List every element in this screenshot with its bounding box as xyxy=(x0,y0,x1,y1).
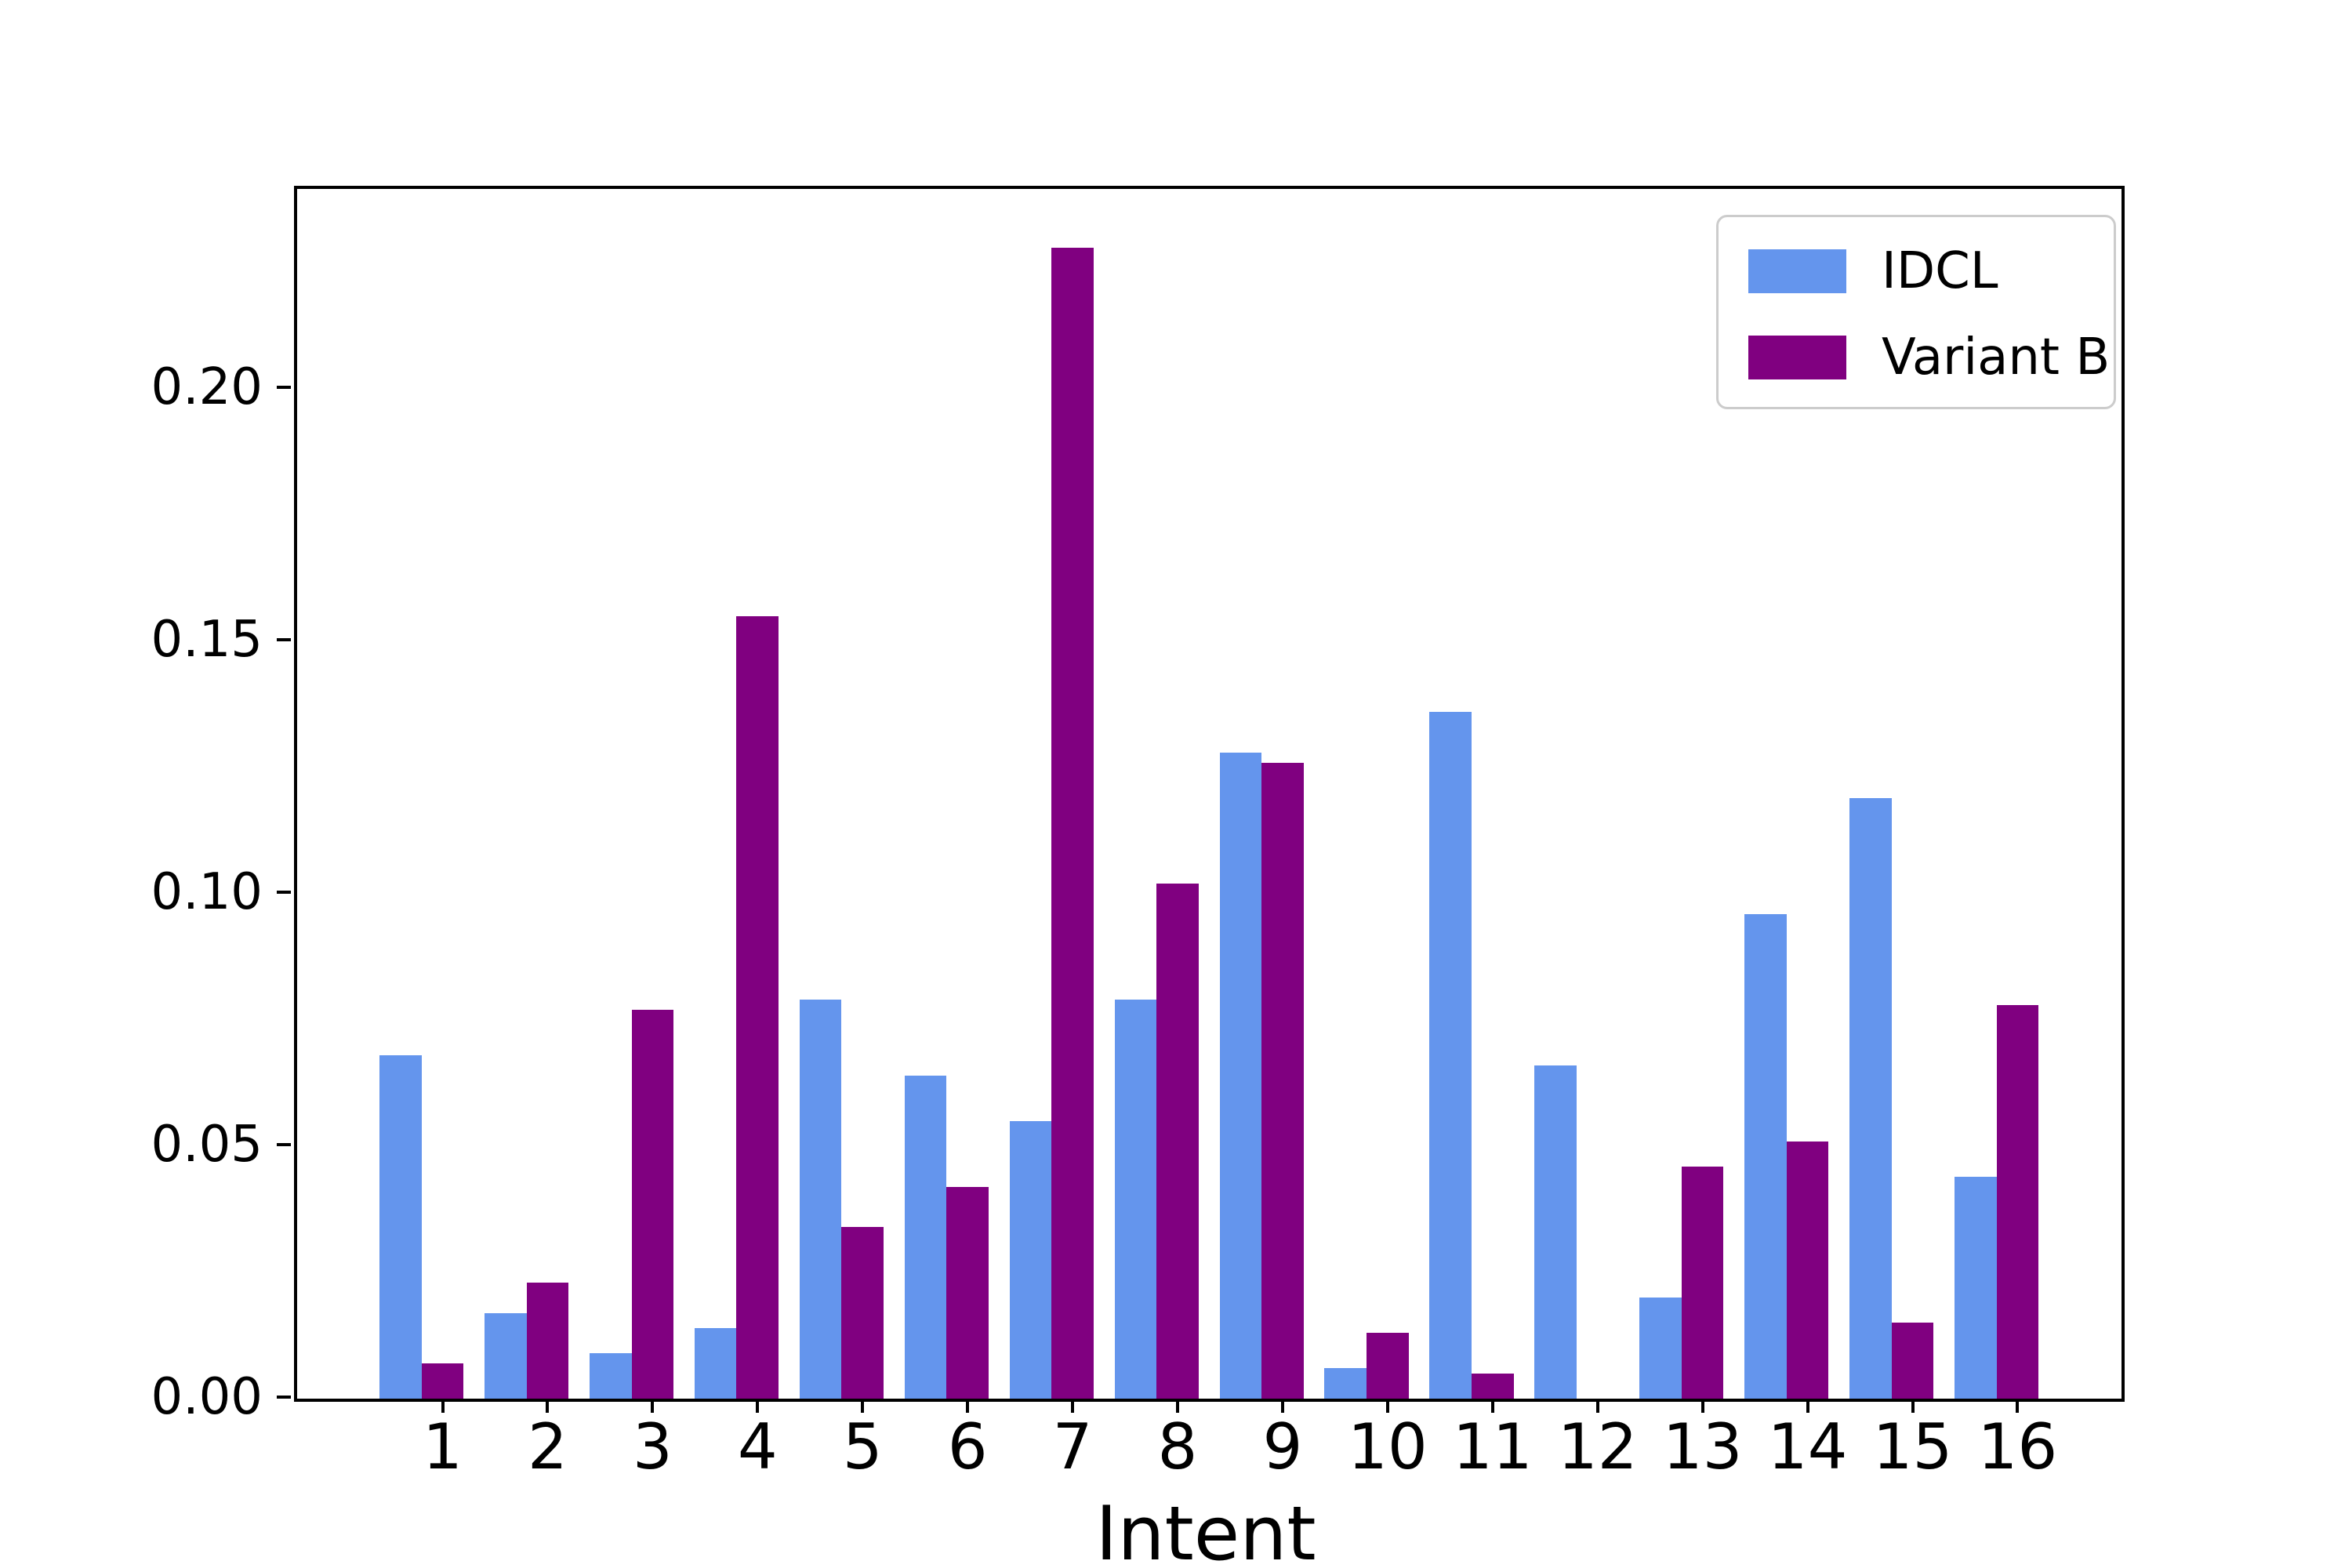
legend-entry-idcl: IDCL xyxy=(1748,242,1998,300)
bar-variant-b-intent-13 xyxy=(1681,1166,1724,1399)
x-tick-mark-14 xyxy=(1806,1399,1809,1413)
bar-variant-b-intent-7 xyxy=(1051,247,1094,1399)
bar-idcl-intent-15 xyxy=(1849,797,1892,1399)
y-tick-label-0.00: 0.00 xyxy=(151,1368,263,1426)
bar-idcl-intent-4 xyxy=(694,1327,737,1399)
x-tick-label-3: 3 xyxy=(632,1410,673,1483)
bar-idcl-intent-7 xyxy=(1009,1120,1052,1399)
legend-entry-variant-b: Variant B xyxy=(1748,328,2110,387)
bar-idcl-intent-5 xyxy=(799,1000,842,1399)
y-tick-mark-0.20 xyxy=(277,386,291,390)
y-tick-label-0.10: 0.10 xyxy=(151,863,263,921)
x-tick-mark-16 xyxy=(2016,1399,2020,1413)
x-tick-mark-9 xyxy=(1280,1399,1284,1413)
bar-idcl-intent-3 xyxy=(589,1353,632,1399)
x-tick-label-11: 11 xyxy=(1452,1410,1533,1483)
bar-variant-b-intent-1 xyxy=(421,1363,464,1399)
bar-variant-b-intent-10 xyxy=(1367,1333,1409,1399)
x-tick-mark-5 xyxy=(861,1399,865,1413)
bar-idcl-intent-6 xyxy=(904,1075,947,1399)
bar-variant-b-intent-14 xyxy=(1786,1141,1829,1399)
bar-variant-b-intent-9 xyxy=(1261,762,1304,1399)
bar-variant-b-intent-5 xyxy=(841,1227,884,1399)
legend-swatch-variant-b xyxy=(1748,336,1846,379)
legend-swatch-idcl xyxy=(1748,249,1846,293)
x-tick-label-13: 13 xyxy=(1662,1410,1743,1483)
x-tick-mark-2 xyxy=(546,1399,550,1413)
x-tick-label-9: 9 xyxy=(1262,1410,1303,1483)
x-tick-mark-15 xyxy=(1911,1399,1915,1413)
x-tick-label-12: 12 xyxy=(1557,1410,1638,1483)
legend-label-idcl: IDCL xyxy=(1882,242,1998,300)
bar-variant-b-intent-15 xyxy=(1891,1323,1934,1399)
x-tick-mark-10 xyxy=(1385,1399,1389,1413)
x-tick-label-2: 2 xyxy=(527,1410,568,1483)
x-tick-label-6: 6 xyxy=(947,1410,988,1483)
x-tick-mark-12 xyxy=(1595,1399,1599,1413)
x-tick-label-8: 8 xyxy=(1157,1410,1198,1483)
y-tick-label-0.15: 0.15 xyxy=(151,611,263,669)
y-tick-label-0.20: 0.20 xyxy=(151,358,263,417)
x-tick-label-14: 14 xyxy=(1767,1410,1848,1483)
x-tick-mark-1 xyxy=(441,1399,445,1413)
bar-variant-b-intent-6 xyxy=(946,1186,989,1399)
x-tick-mark-6 xyxy=(966,1399,970,1413)
bar-variant-b-intent-4 xyxy=(736,615,779,1399)
x-tick-label-16: 16 xyxy=(1977,1410,2058,1483)
legend: IDCL Variant B xyxy=(1716,215,2116,409)
y-tick-mark-0.00 xyxy=(277,1396,291,1399)
x-tick-mark-7 xyxy=(1071,1399,1075,1413)
bar-idcl-intent-2 xyxy=(485,1312,527,1399)
x-tick-mark-11 xyxy=(1490,1399,1494,1413)
bar-variant-b-intent-11 xyxy=(1472,1373,1514,1399)
x-tick-label-5: 5 xyxy=(842,1410,883,1483)
x-tick-label-10: 10 xyxy=(1347,1410,1428,1483)
x-axis-title: Intent xyxy=(1095,1491,1316,1568)
bar-idcl-intent-9 xyxy=(1219,752,1262,1399)
x-tick-label-4: 4 xyxy=(737,1410,778,1483)
bar-idcl-intent-11 xyxy=(1429,712,1472,1399)
plot-area: IDCL Variant B xyxy=(294,186,2125,1402)
bar-idcl-intent-8 xyxy=(1114,1000,1157,1399)
bar-idcl-intent-16 xyxy=(1955,1176,1997,1399)
x-tick-label-15: 15 xyxy=(1872,1410,1953,1483)
bar-variant-b-intent-2 xyxy=(526,1282,569,1399)
x-tick-mark-13 xyxy=(1700,1399,1704,1413)
y-tick-label-0.05: 0.05 xyxy=(151,1116,263,1174)
bar-idcl-intent-1 xyxy=(379,1055,422,1399)
bar-variant-b-intent-3 xyxy=(631,1010,674,1399)
bar-idcl-intent-12 xyxy=(1534,1065,1577,1399)
y-tick-mark-0.05 xyxy=(277,1143,291,1146)
bar-variant-b-intent-8 xyxy=(1156,884,1199,1399)
x-tick-label-7: 7 xyxy=(1052,1410,1093,1483)
x-tick-label-1: 1 xyxy=(423,1410,463,1483)
x-tick-mark-3 xyxy=(651,1399,655,1413)
legend-label-variant-b: Variant B xyxy=(1882,328,2111,387)
x-tick-mark-8 xyxy=(1176,1399,1179,1413)
x-tick-mark-4 xyxy=(756,1399,760,1413)
bar-idcl-intent-13 xyxy=(1639,1298,1682,1399)
y-tick-mark-0.15 xyxy=(277,638,291,641)
bar-idcl-intent-14 xyxy=(1744,913,1787,1399)
bar-variant-b-intent-16 xyxy=(1996,1004,2039,1399)
bar-idcl-intent-10 xyxy=(1324,1368,1367,1399)
y-tick-mark-0.10 xyxy=(277,891,291,894)
